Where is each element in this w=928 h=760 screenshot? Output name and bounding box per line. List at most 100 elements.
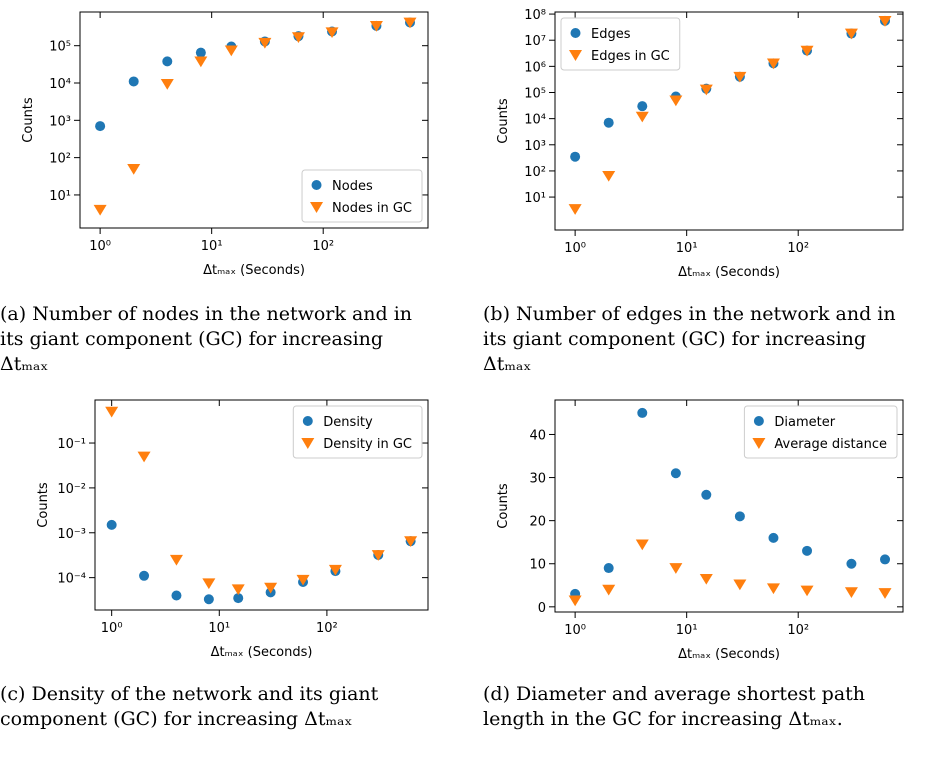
legend-label: Average distance <box>774 437 887 452</box>
legend-marker <box>310 202 324 213</box>
plot-frame <box>79 11 429 229</box>
marker <box>766 583 780 595</box>
marker <box>106 519 117 530</box>
legend-box <box>301 169 423 223</box>
marker <box>570 151 581 162</box>
legend-box <box>743 405 898 459</box>
marker <box>846 558 857 569</box>
marker <box>105 406 119 418</box>
x-tick-label: 10¹ <box>201 239 223 254</box>
legend-marker <box>753 416 764 426</box>
marker <box>699 573 713 585</box>
y-tick-label: 10⁵ <box>49 40 71 55</box>
y-tick-label: 10³ <box>49 114 71 129</box>
caption: (d) Diameter and average shortest path <box>483 683 865 705</box>
caption: (a) Number of nodes in the network and i… <box>0 303 412 325</box>
y-axis-label: Counts <box>496 483 511 529</box>
marker <box>171 590 182 601</box>
x-tick-label: 10² <box>787 241 809 256</box>
marker <box>637 101 648 112</box>
caption: (c) Density of the network and its giant <box>0 683 379 705</box>
marker <box>800 45 814 57</box>
legend-label: Edges <box>591 27 631 42</box>
marker <box>328 564 342 576</box>
y-tick-label: 10⁻⁴ <box>57 572 86 587</box>
marker <box>766 58 780 70</box>
x-tick-label: 10⁰ <box>564 241 586 256</box>
marker <box>701 489 712 500</box>
marker <box>195 47 206 58</box>
marker <box>258 37 272 49</box>
y-tick-label: 10² <box>524 165 546 180</box>
y-tick-label: 10⁶ <box>524 60 546 75</box>
legend-box <box>292 405 423 459</box>
y-tick-label: 10⁴ <box>524 113 546 128</box>
marker <box>127 163 141 175</box>
legend: Nodes Nodes in GC <box>301 169 423 223</box>
caption: Δtₘₐₓ <box>483 353 531 375</box>
marker <box>162 56 173 67</box>
marker <box>669 95 683 107</box>
y-tick-label: 10⁴ <box>49 77 71 92</box>
y-axis-label: Counts <box>21 97 36 143</box>
plot-frame <box>94 399 429 611</box>
marker <box>194 56 208 68</box>
y-tick-label: 10⁻¹ <box>57 437 86 452</box>
y-tick-label: 10⁵ <box>524 86 546 101</box>
legend-label: Nodes <box>332 179 373 194</box>
y-tick-label: 10³ <box>524 139 546 154</box>
marker <box>296 574 310 586</box>
marker <box>160 78 174 90</box>
marker <box>137 451 151 463</box>
marker <box>403 17 417 29</box>
marker <box>733 71 747 83</box>
x-tick-label: 10⁰ <box>89 239 111 254</box>
caption: Δtₘₐₓ <box>0 353 48 375</box>
caption: component (GC) for increasing Δtₘₐₓ <box>0 708 353 730</box>
x-tick-label: 10² <box>312 239 334 254</box>
marker <box>733 579 747 591</box>
marker <box>325 27 339 39</box>
y-axis-label: Counts <box>496 98 511 144</box>
marker <box>802 545 813 556</box>
x-axis-label: Δtₘₐₓ (Seconds) <box>203 263 305 278</box>
y-tick-label: 10⁸ <box>524 8 546 23</box>
marker <box>844 28 858 40</box>
caption: (b) Number of edges in the network and i… <box>483 303 896 325</box>
marker <box>669 563 683 574</box>
y-tick-label: 0 <box>538 601 546 616</box>
marker <box>169 554 183 566</box>
legend-marker <box>569 50 582 61</box>
marker <box>844 587 858 599</box>
legend: Diameter Average distance <box>743 405 898 459</box>
y-tick-label: 10⁻³ <box>57 527 86 542</box>
y-tick-label: 40 <box>529 428 546 443</box>
marker <box>768 532 779 543</box>
caption: its giant component (GC) for increasing <box>483 328 866 350</box>
legend-label: Nodes in GC <box>332 201 412 216</box>
marker <box>231 584 245 596</box>
legend-marker <box>301 438 315 449</box>
marker <box>800 585 814 597</box>
y-tick-label: 20 <box>529 515 546 530</box>
legend-marker <box>302 416 313 426</box>
marker <box>699 84 713 96</box>
y-tick-label: 10¹ <box>49 189 71 204</box>
marker <box>878 15 892 27</box>
y-axis-label: Counts <box>36 482 51 528</box>
legend-marker <box>752 438 766 449</box>
caption: its giant component (GC) for increasing <box>0 328 383 350</box>
marker <box>602 170 616 182</box>
marker <box>635 111 649 123</box>
plot-frame <box>554 11 904 231</box>
legend-box <box>560 17 681 71</box>
marker <box>734 511 745 522</box>
y-tick-label: 10⁷ <box>524 34 546 49</box>
marker <box>291 32 305 43</box>
caption: length in the GC for increasing Δtₘₐₓ. <box>483 708 843 730</box>
x-tick-label: 10⁰ <box>564 623 586 638</box>
x-axis-label: Δtₘₐₓ (Seconds) <box>678 265 780 280</box>
marker <box>568 595 582 607</box>
